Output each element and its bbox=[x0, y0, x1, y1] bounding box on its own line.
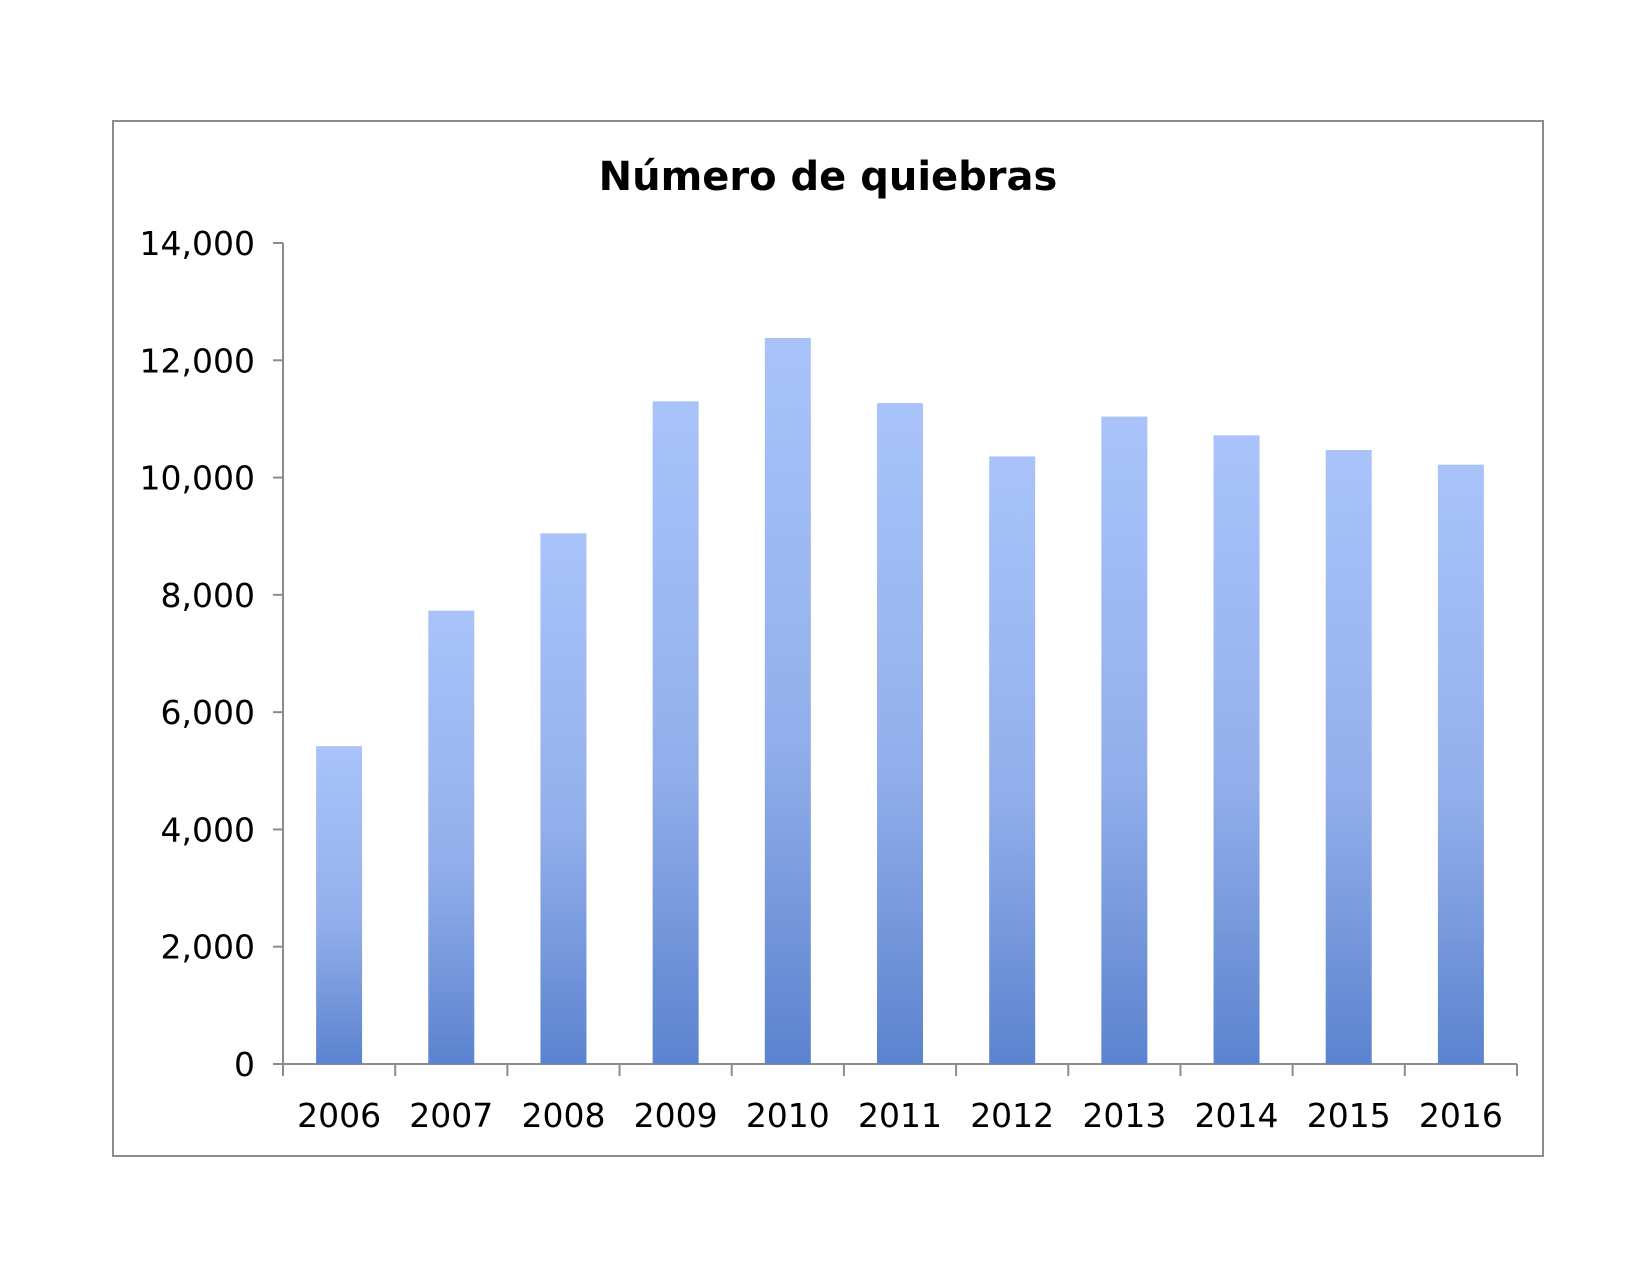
x-tick-label: 2007 bbox=[409, 1096, 493, 1135]
x-tick-label: 2015 bbox=[1307, 1096, 1391, 1135]
x-tick-label: 2006 bbox=[297, 1096, 381, 1135]
x-tick-label: 2014 bbox=[1195, 1096, 1279, 1135]
y-tick-label: 2,000 bbox=[161, 928, 255, 967]
y-tick-label: 8,000 bbox=[161, 576, 255, 615]
bar-2008 bbox=[540, 533, 587, 1064]
bar-2011 bbox=[877, 403, 923, 1065]
bar-2009 bbox=[652, 401, 699, 1065]
bars bbox=[316, 338, 1484, 1065]
x-tick-label: 2013 bbox=[1082, 1096, 1166, 1135]
y-tick-label: 4,000 bbox=[161, 810, 255, 849]
x-tick-label: 2012 bbox=[970, 1096, 1054, 1135]
bar-2010 bbox=[764, 338, 811, 1064]
bar-2012 bbox=[989, 456, 1036, 1065]
bar-2013 bbox=[1101, 416, 1148, 1064]
y-tick-label: 10,000 bbox=[140, 459, 255, 498]
y-tick-label: 6,000 bbox=[161, 693, 255, 732]
x-tick-label: 2011 bbox=[858, 1096, 942, 1135]
bar-2015 bbox=[1325, 450, 1372, 1064]
y-tick-label: 14,000 bbox=[140, 224, 255, 263]
y-axis: 0 2,000 4,000 6,000 8,000 10,000 12,000 14,000 bbox=[140, 224, 284, 1084]
x-tick-label: 2010 bbox=[746, 1096, 830, 1135]
bar-2014 bbox=[1213, 435, 1260, 1064]
chart-title: Número de quiebras bbox=[599, 154, 1058, 200]
x-axis: 2006 2007 2008 2009 2010 2011 2012 2013 2014 2015… bbox=[282, 1063, 1518, 1135]
x-tick-label: 2016 bbox=[1419, 1096, 1503, 1135]
y-tick-label: 0 bbox=[234, 1045, 255, 1084]
x-tick-label: 2009 bbox=[634, 1096, 718, 1135]
bar-2016 bbox=[1437, 464, 1484, 1064]
bar-2007 bbox=[428, 610, 475, 1064]
x-tick-label: 2008 bbox=[521, 1096, 605, 1135]
chart-frame-border bbox=[112, 120, 1544, 1157]
bar-2006 bbox=[316, 746, 363, 1064]
y-tick-label: 12,000 bbox=[140, 341, 255, 380]
